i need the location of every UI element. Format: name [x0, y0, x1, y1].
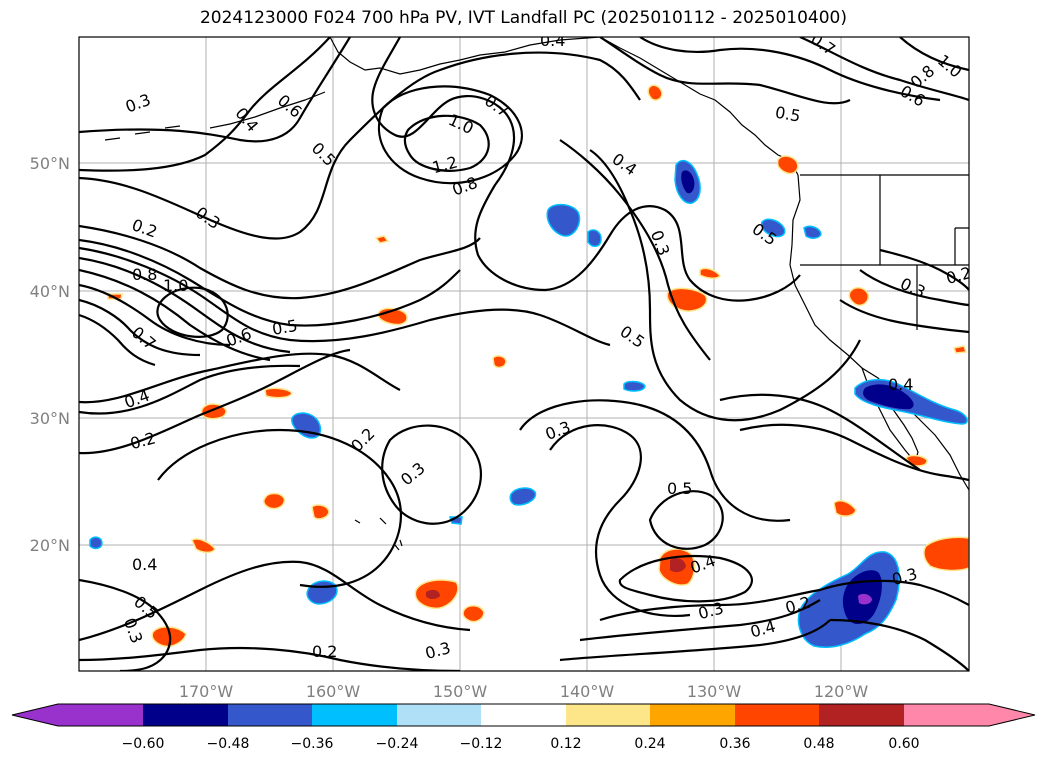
- colorbar-tick: −0.60: [122, 736, 165, 752]
- colorbar-tick: −0.36: [291, 736, 334, 752]
- contour-label: 0.2: [312, 642, 337, 661]
- lon-label-120w: 120°W: [814, 682, 869, 701]
- colorbar-tick: 0.12: [550, 736, 581, 752]
- colorbar-tick: 0.24: [634, 736, 665, 752]
- contour-label: 0.5: [667, 479, 692, 498]
- colorbar-segment-3: [228, 704, 312, 726]
- colorbar-tick: 0.48: [803, 736, 834, 752]
- colorbar-segment-9: [735, 704, 819, 726]
- colorbar-segment-12: [989, 704, 1035, 726]
- lon-label-140w: 140°W: [560, 682, 615, 701]
- colorbar-segment-2: [143, 704, 228, 726]
- latitude-labels: 50°N 40°N 30°N 20°N: [30, 154, 70, 555]
- contour-label: 0.5: [774, 103, 802, 126]
- colorbar-segment-8: [650, 704, 735, 726]
- lat-label-20n: 20°N: [30, 536, 70, 555]
- plot-area: 0.3 0.4 0.6 0.5 0.7 1.0 1.2 0.8 0.4 0.5 …: [79, 31, 969, 671]
- colorbar-ticks: −0.60 −0.48 −0.36 −0.24 −0.12 0.12 0.24 …: [122, 736, 920, 752]
- colorbar-segment-4: [312, 704, 397, 726]
- lon-label-170w: 170°W: [179, 682, 234, 701]
- colorbar-segment-0: [12, 704, 58, 726]
- colorbar-tick: −0.48: [207, 736, 250, 752]
- gridlines: [79, 37, 969, 671]
- lat-label-40n: 40°N: [30, 282, 70, 301]
- colorbar-segment-11: [904, 704, 989, 726]
- contour-label: 0.4: [132, 555, 157, 574]
- longitude-labels: 170°W 160°W 150°W 140°W 130°W 120°W: [179, 682, 869, 701]
- map-title: 2024123000 F024 700 hPa PV, IVT Landfall…: [199, 8, 847, 28]
- contour-label: 0.4: [540, 31, 565, 50]
- contour-label: 1.0: [163, 276, 188, 295]
- plot-frame: [78, 36, 970, 672]
- colorbar-tick: −0.24: [376, 736, 419, 752]
- colorbar-segment-6: [481, 704, 566, 726]
- colorbar-segment-5: [397, 704, 481, 726]
- colorbar-tick: 0.60: [888, 736, 919, 752]
- contour-label: 0.5: [271, 316, 299, 339]
- lat-label-50n: 50°N: [30, 154, 70, 173]
- colorbar-segment-10: [819, 704, 904, 726]
- lon-label-130w: 130°W: [687, 682, 742, 701]
- colorbar-segment-7: [566, 704, 650, 726]
- lon-label-160w: 160°W: [306, 682, 361, 701]
- pv-contours: [79, 37, 969, 671]
- colorbar: −0.60 −0.48 −0.36 −0.24 −0.12 0.12 0.24 …: [11, 703, 1036, 752]
- colorbar-tick: 0.36: [719, 736, 750, 752]
- colorbar-segment-1: [58, 704, 143, 726]
- colorbar-tick: −0.12: [460, 736, 503, 752]
- lon-label-150w: 150°W: [433, 682, 488, 701]
- contour-label: 0.4: [888, 375, 913, 394]
- contour-label: 0.8: [132, 265, 157, 284]
- lat-label-30n: 30°N: [30, 409, 70, 428]
